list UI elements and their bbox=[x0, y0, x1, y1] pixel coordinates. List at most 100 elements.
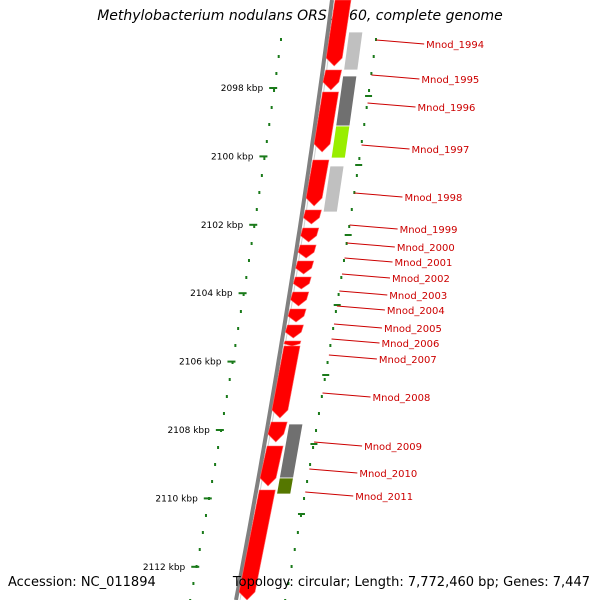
ring-dot bbox=[299, 514, 302, 517]
tick-mark bbox=[259, 155, 268, 158]
ring-dot bbox=[345, 242, 348, 245]
gene-arrow bbox=[267, 421, 288, 443]
outer-tick-mark bbox=[344, 234, 352, 236]
tick-label: 2098 kbp bbox=[221, 84, 264, 94]
gene-label: Mnod_2007 bbox=[379, 355, 437, 366]
gene-label: Mnod_1998 bbox=[404, 193, 462, 204]
map-title: Methylobacterium nodulans ORS 2060, comp… bbox=[97, 8, 503, 24]
ring-dot bbox=[239, 310, 242, 313]
ring-dot bbox=[342, 259, 345, 262]
outer-tick-mark bbox=[322, 374, 330, 376]
tick-label: 2110 kbp bbox=[155, 494, 198, 504]
label-leader-line bbox=[339, 290, 388, 296]
gene-arrow bbox=[290, 291, 310, 307]
ring-dot bbox=[268, 123, 271, 126]
feature-box bbox=[343, 31, 364, 71]
ring-dot bbox=[228, 378, 231, 381]
ring-dot bbox=[275, 72, 278, 75]
inner-dotted-ring bbox=[189, 38, 282, 600]
tick-mark bbox=[238, 292, 247, 295]
gene-arrow bbox=[259, 445, 284, 487]
ring-dot bbox=[317, 412, 320, 415]
ring-dot bbox=[270, 106, 273, 109]
gene-arrow bbox=[271, 345, 301, 419]
ring-dot bbox=[277, 55, 280, 58]
ring-dot bbox=[273, 89, 276, 92]
gene-label: Mnod_2009 bbox=[364, 442, 422, 453]
label-leader-line bbox=[371, 74, 420, 80]
ring-dot bbox=[214, 463, 217, 466]
tick-mark bbox=[203, 497, 212, 500]
ring-dot bbox=[255, 208, 258, 211]
ring-dot bbox=[211, 480, 214, 483]
gene-label: Mnod_2003 bbox=[389, 291, 447, 302]
ring-dot bbox=[245, 276, 248, 279]
ring-dot bbox=[355, 174, 358, 177]
scale-ticks: 2098 kbp 2100 kbp 2102 kbp 2104 kbp 2106 kbp… bbox=[143, 84, 373, 573]
gene-arrow bbox=[295, 260, 315, 275]
outer-dotted-ring bbox=[284, 38, 377, 600]
outer-tick-mark bbox=[297, 513, 305, 515]
gene-arrow bbox=[238, 489, 276, 600]
gene-arrow bbox=[322, 69, 343, 91]
gene-arrow bbox=[284, 324, 304, 339]
ring-dot bbox=[204, 514, 207, 517]
label-leader-line bbox=[336, 305, 385, 311]
label-leader-line bbox=[346, 242, 395, 248]
outer-tick-mark bbox=[333, 304, 341, 306]
tick-mark bbox=[227, 360, 236, 363]
ring-dot bbox=[372, 55, 375, 58]
ring-dot bbox=[192, 582, 195, 585]
gene-label: Mnod_2005 bbox=[384, 324, 442, 335]
tick-mark bbox=[249, 223, 258, 226]
ring-dot bbox=[337, 293, 340, 296]
ring-dot bbox=[309, 463, 312, 466]
gene-arrow bbox=[305, 159, 330, 207]
ring-dot bbox=[350, 208, 353, 211]
gene-label: Mnod_1995 bbox=[421, 75, 479, 86]
ring-dot bbox=[320, 395, 323, 398]
gene-arrow bbox=[325, 0, 352, 67]
ring-dot bbox=[247, 259, 250, 262]
gene-arrow bbox=[303, 209, 322, 225]
outer-tick-mark bbox=[310, 443, 318, 445]
gene-arrow bbox=[313, 91, 339, 153]
gene-label: Mnod_2004 bbox=[387, 306, 445, 317]
tick-label: 2106 kbp bbox=[179, 358, 222, 368]
ring-dot bbox=[260, 174, 263, 177]
tick-mark bbox=[191, 565, 200, 568]
ring-dot bbox=[253, 225, 256, 228]
gene-label: Mnod_1999 bbox=[400, 225, 458, 236]
gene-label: Mnod_2010 bbox=[359, 469, 417, 480]
gene-label: Mnod_2002 bbox=[392, 274, 450, 285]
ring-dot bbox=[363, 123, 366, 126]
ring-dot bbox=[374, 38, 377, 41]
label-leader-line bbox=[344, 257, 393, 263]
ring-dot bbox=[263, 157, 266, 160]
ring-dot bbox=[201, 531, 204, 534]
ring-dot bbox=[217, 446, 220, 449]
ring-dot bbox=[332, 327, 335, 330]
feature-box bbox=[276, 477, 294, 495]
label-leader-line bbox=[333, 323, 383, 329]
gene-label: Mnod_2006 bbox=[382, 339, 440, 350]
ring-dot bbox=[290, 565, 293, 568]
label-leader-line bbox=[331, 338, 380, 344]
ring-dot bbox=[222, 412, 225, 415]
label-leader-line bbox=[314, 441, 363, 447]
ring-dot bbox=[323, 378, 326, 381]
label-leader-line bbox=[322, 392, 371, 398]
ring-dot bbox=[306, 480, 309, 483]
ring-dot bbox=[360, 140, 363, 143]
label-leader-line bbox=[305, 491, 354, 497]
outer-tick-mark bbox=[355, 164, 363, 166]
ring-dot bbox=[287, 582, 290, 585]
label-leader-line bbox=[367, 102, 416, 108]
gene-label: Mnod_2011 bbox=[355, 492, 413, 503]
ring-dot bbox=[365, 106, 368, 109]
tick-label: 2112 kbp bbox=[143, 563, 186, 573]
gene-labels: Mnod_1994 Mnod_1995 Mnod_1996 Mnod_1997 Mnod… bbox=[305, 39, 484, 503]
gene-arrows bbox=[238, 0, 352, 600]
gene-label: Mnod_1996 bbox=[418, 103, 476, 114]
